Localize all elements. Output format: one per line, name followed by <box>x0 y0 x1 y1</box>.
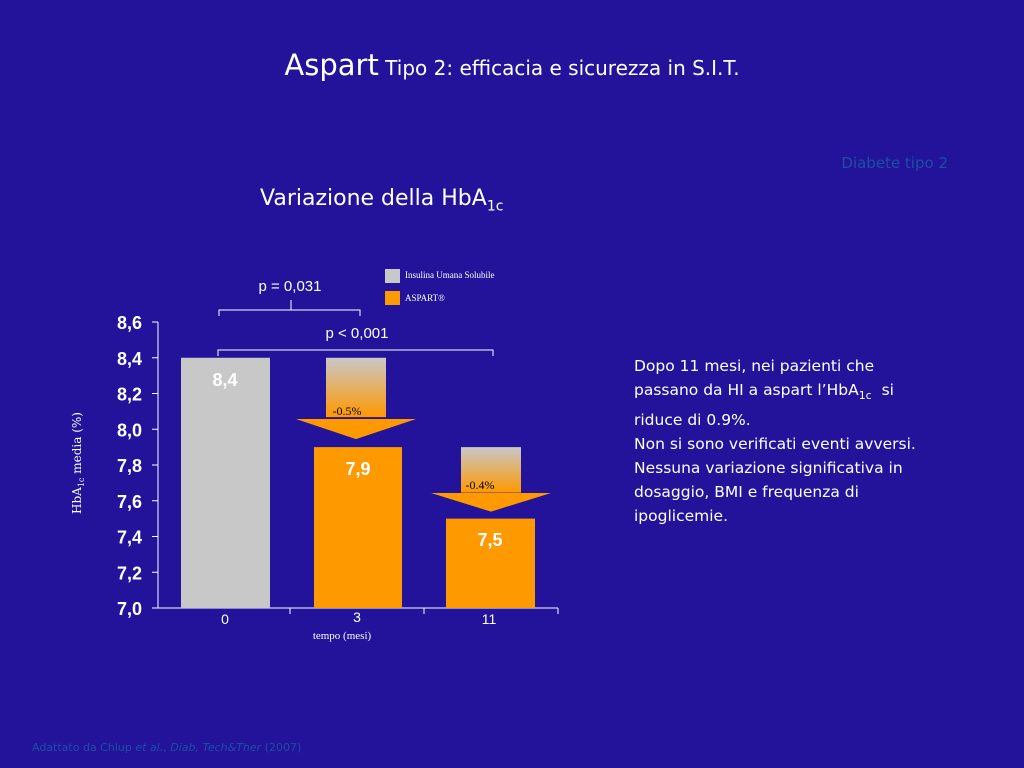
data-label-2: 7,5 <box>477 530 502 550</box>
y-tick-label-0: 7,0 <box>117 599 142 619</box>
legend-label-1: ASPART® <box>405 293 445 303</box>
ylabel-rest: media (%) <box>69 412 84 474</box>
citation-journal: Diab, Tech&Ther <box>170 741 262 754</box>
summary-line-2-post: si <box>881 381 894 399</box>
y-axis-label: HbA1c media (%) <box>70 403 86 523</box>
y-tick-label-8: 8,6 <box>117 313 142 333</box>
data-label-1: 7,9 <box>345 459 370 479</box>
arrow-1 <box>296 419 416 440</box>
summary-line-4: Non si sono verificati eventi avversi. <box>634 435 916 454</box>
summary-line-7: ipoglicemie. <box>634 507 729 526</box>
x-category-label-1: 3 <box>353 609 361 625</box>
y-tick-label-2: 7,4 <box>117 528 142 548</box>
y-tick-label-6: 8,2 <box>117 385 142 405</box>
p-value-2: p < 0,001 <box>326 325 389 342</box>
citation-sep: , <box>163 741 171 754</box>
bar-grey-1 <box>326 357 386 418</box>
summary-line-6: dosaggio, BMI e frequenza di <box>634 483 859 502</box>
bar-aspart-1 <box>314 447 402 608</box>
y-tick-label-7: 8,4 <box>117 349 142 369</box>
ylabel-main: HbA <box>69 487 84 514</box>
citation-etal: et al. <box>135 741 164 754</box>
summary-text: Dopo 11 mesi, nei pazienti che passano d… <box>634 354 954 528</box>
category-tag: Diabete tipo 2 <box>841 154 948 172</box>
summary-line-5: Nessuna variazione significativa in <box>634 459 903 478</box>
legend-label-0: Insulina Umana Solubile <box>405 270 495 280</box>
p-value-1: p = 0,031 <box>259 278 322 295</box>
change-label-2: -0.4% <box>466 478 495 492</box>
citation: Adattato da Chlup et al., Diab, Tech&The… <box>32 741 301 754</box>
x-category-label-2: 11 <box>482 611 497 627</box>
bar-grey-2 <box>461 447 521 493</box>
y-tick-label-4: 7,8 <box>117 456 142 476</box>
chart-title-sub: 1c <box>486 198 504 215</box>
citation-year: (2007) <box>261 741 302 754</box>
bar-grey-0 <box>181 357 270 608</box>
summary-line-1: Dopo 11 mesi, nei pazienti che <box>634 357 875 375</box>
bracket-p1 <box>218 309 361 316</box>
data-label-0: 8,4 <box>212 370 237 390</box>
title-main: Aspart <box>284 48 379 82</box>
summary-line-2-pre: passano da HI a aspart l’HbA <box>634 381 859 399</box>
arrow-2 <box>431 493 551 512</box>
summary-line-3: riduce di 0.9%. <box>634 411 751 430</box>
citation-authors: Adattato da Chlup <box>32 741 136 754</box>
x-category-label-0: 0 <box>221 611 229 627</box>
legend-swatch-0 <box>385 269 400 283</box>
x-axis-label: tempo (mesi) <box>313 630 372 642</box>
legend-swatch-1 <box>385 291 400 305</box>
slide-title: Aspart Tipo 2: efficacia e sicurezza in … <box>0 48 1024 82</box>
ylabel-sub: 1c <box>77 477 87 488</box>
y-tick-label-3: 7,6 <box>117 492 142 512</box>
bracket-p2 <box>217 349 494 356</box>
y-tick-label-1: 7,2 <box>117 563 142 583</box>
y-tick-label-5: 8,0 <box>117 420 142 440</box>
change-label-1: -0.5% <box>333 404 362 418</box>
summary-line-2-sub: 1c <box>858 389 872 403</box>
summary-line-2: passano da HI a aspart l’HbA1c si <box>634 378 954 408</box>
chart-title-main: Variazione della HbA <box>260 186 487 211</box>
bar-aspart-2 <box>446 518 535 608</box>
title-rest: Tipo 2: efficacia e sicurezza in S.I.T. <box>385 56 740 80</box>
chart-title: Variazione della HbA1c <box>260 186 503 214</box>
